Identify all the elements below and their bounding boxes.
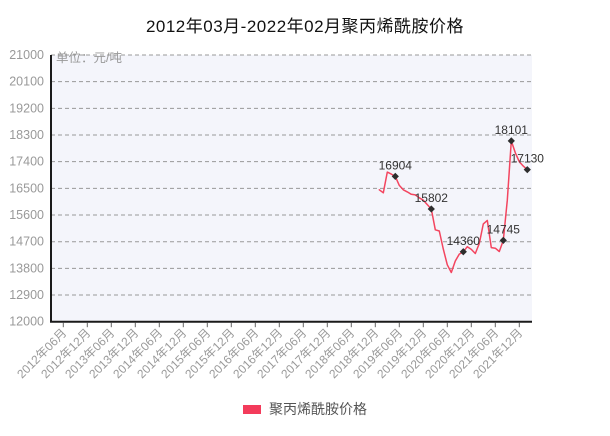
chart-title: 2012年03月-2022年02月聚丙烯酰胺价格: [145, 17, 465, 36]
annotations: 16904 15802 14360 14745 18101 17130: [379, 123, 545, 248]
y-axis-label: 16500: [9, 181, 44, 195]
y-axis-labels: 21000 20100 19200 18300 17400 16500 15600 14700…: [9, 48, 44, 329]
data-point-marker: [459, 248, 467, 256]
data-point-label: 17130: [511, 152, 545, 166]
x-ticks: [62, 322, 520, 328]
legend-swatch: [243, 404, 261, 414]
data-point-marker: [523, 166, 531, 174]
y-axis-label: 19200: [9, 101, 44, 115]
legend-label: 聚丙烯酰胺价格: [269, 401, 367, 417]
data-point-label: 18101: [495, 123, 529, 137]
unit-label: 单位：元/吨: [56, 51, 122, 65]
y-axis-label: 17400: [9, 155, 44, 169]
y-axis-label: 15600: [9, 208, 44, 222]
gridlines: [51, 54, 532, 323]
data-point-label: 16904: [379, 158, 413, 172]
y-axis-label: 12900: [9, 288, 44, 302]
y-axis-label: 18300: [9, 128, 44, 142]
y-axis-label: 21000: [9, 48, 44, 62]
data-point-label: 15802: [415, 191, 449, 205]
data-point-marker: [391, 172, 399, 180]
y-axis-label: 13800: [9, 261, 44, 275]
data-point-label: 14360: [447, 234, 481, 248]
data-point-marker: [427, 205, 435, 213]
data-markers: [391, 137, 531, 256]
x-axis-labels: 2012年06月2012年12月2013年06月2013年12月2014年06月…: [14, 326, 525, 381]
legend: 聚丙烯酰胺价格: [0, 399, 610, 419]
data-point-marker: [507, 137, 515, 145]
y-axis-label: 14700: [9, 235, 44, 249]
y-axis-label: 12000: [9, 315, 44, 329]
data-point-marker: [499, 236, 507, 244]
y-axis-label: 20100: [9, 75, 44, 89]
axes: [50, 55, 532, 323]
data-point-label: 14745: [487, 222, 521, 236]
